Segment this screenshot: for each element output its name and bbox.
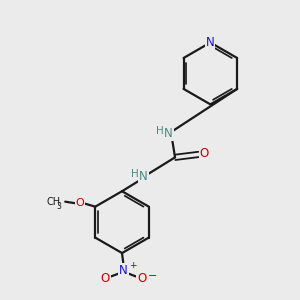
Text: O: O	[200, 147, 209, 160]
Text: H: H	[156, 126, 164, 136]
Text: +: +	[129, 261, 137, 270]
Text: H: H	[131, 169, 139, 179]
Text: N: N	[164, 127, 173, 140]
Text: O: O	[100, 272, 110, 286]
Text: −: −	[148, 271, 157, 281]
Text: N: N	[119, 264, 128, 277]
Text: 3: 3	[56, 202, 61, 211]
Text: N: N	[139, 170, 148, 183]
Text: CH: CH	[47, 197, 61, 207]
Text: O: O	[137, 272, 146, 286]
Text: N: N	[206, 36, 215, 49]
Text: O: O	[76, 198, 84, 208]
